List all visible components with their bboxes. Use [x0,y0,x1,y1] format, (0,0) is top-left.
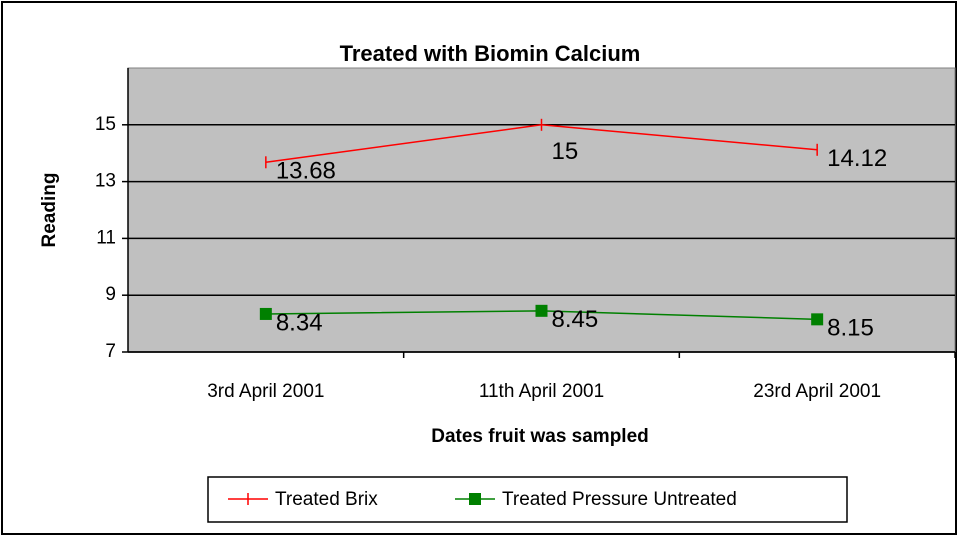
y-tick-label: 15 [95,114,116,135]
y-tick-label: 7 [105,341,116,362]
y-tick-label: 9 [105,284,116,305]
chart-title: Treated with Biomin Calcium [340,41,641,66]
data-label: 14.12 [827,145,887,172]
data-label: 13.68 [276,158,336,185]
legend-label: Treated Pressure Untreated [502,489,737,510]
legend [207,476,848,523]
data-label: 8.45 [552,306,599,333]
y-axis-label: Reading [39,173,60,248]
x-tick-label: 11th April 2001 [479,381,604,402]
data-label: 8.15 [827,315,874,342]
y-tick-label: 13 [95,171,116,192]
x-axis-label: Dates fruit was sampled [431,426,649,447]
plot-area [127,67,956,353]
legend-label: Treated Brix [275,489,378,510]
marker [469,493,481,505]
marker [535,304,548,317]
data-label: 15 [552,138,579,165]
data-label: 8.34 [276,309,323,336]
marker [811,313,824,326]
marker [259,307,272,320]
x-tick-label: 3rd April 2001 [207,381,324,402]
y-tick-label: 11 [96,227,116,248]
x-tick-label: 23rd April 2001 [753,381,881,402]
